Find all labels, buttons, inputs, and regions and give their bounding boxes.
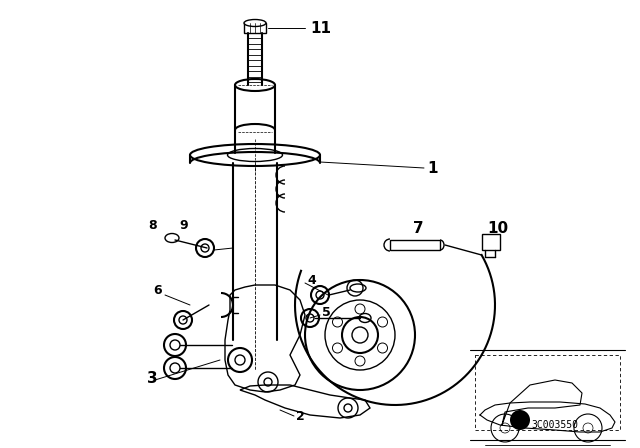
- Ellipse shape: [350, 284, 366, 292]
- Ellipse shape: [359, 314, 371, 323]
- Text: 3C003550: 3C003550: [531, 420, 579, 430]
- Text: 10: 10: [487, 220, 508, 236]
- Text: 8: 8: [148, 219, 157, 232]
- Bar: [390, 240, 440, 250]
- Text: 5: 5: [322, 306, 331, 319]
- Ellipse shape: [165, 233, 179, 242]
- Bar: [244, 23, 266, 33]
- Text: 4: 4: [307, 273, 316, 287]
- Text: 2: 2: [296, 409, 305, 422]
- Ellipse shape: [235, 79, 275, 91]
- Circle shape: [510, 410, 530, 430]
- Bar: [482, 234, 500, 250]
- Text: 3: 3: [147, 370, 157, 385]
- Ellipse shape: [244, 20, 266, 26]
- Text: 7: 7: [413, 220, 424, 236]
- Ellipse shape: [190, 144, 320, 166]
- Text: 1: 1: [427, 160, 438, 176]
- Ellipse shape: [227, 148, 282, 161]
- Text: 9: 9: [180, 219, 188, 232]
- Text: 6: 6: [154, 284, 162, 297]
- Text: 11: 11: [310, 21, 331, 35]
